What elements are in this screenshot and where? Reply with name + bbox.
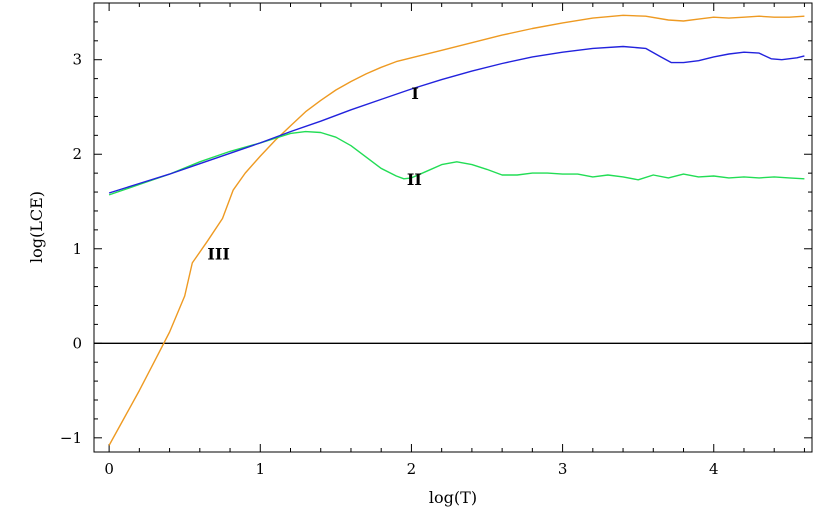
series-label-i: I (411, 84, 418, 103)
series-lines (108, 14, 805, 446)
y-axis-label: log(LCE) (27, 191, 46, 263)
x-tick-label: 2 (407, 460, 417, 478)
y-tick-label: 1 (72, 240, 82, 258)
y-tick-label: 2 (72, 145, 82, 163)
x-axis-label: log(T) (429, 488, 477, 507)
y-tick-label: 0 (72, 334, 82, 352)
x-tick-label: 3 (558, 460, 568, 478)
series-line-iii (108, 14, 805, 446)
x-tick-label: 1 (256, 460, 266, 478)
x-tick-label: 4 (709, 460, 719, 478)
plot-frame (93, 2, 813, 453)
y-axis-ticks: −1 0 1 2 3 (60, 51, 812, 447)
y-tick-label: 3 (72, 51, 82, 69)
series-line-i (108, 45, 805, 194)
series-line-ii (108, 130, 805, 196)
x-tick-label: 0 (104, 460, 114, 478)
y-tick-label: −1 (60, 429, 82, 447)
minor-ticks (94, 2, 812, 452)
x-axis-ticks: 0 1 2 3 4 (104, 3, 719, 478)
series-label-iii: III (207, 244, 229, 263)
series-label-ii: II (407, 170, 422, 189)
